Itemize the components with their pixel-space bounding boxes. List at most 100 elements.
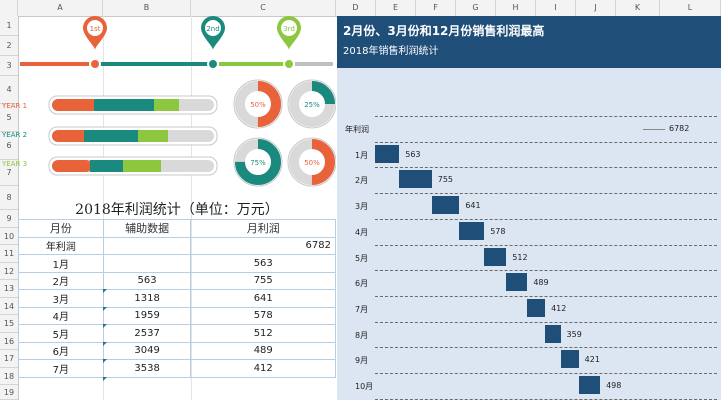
column-header-f[interactable]: F <box>416 0 456 16</box>
select-all-corner[interactable] <box>0 0 18 16</box>
header-month[interactable]: 月份 <box>18 219 104 238</box>
profit-table[interactable]: 月份 辅助数据 月利润 年利润 6782 1月 563 2月 563 755 3… <box>18 219 336 378</box>
cell-aux[interactable]: 1959 <box>102 306 192 325</box>
cell-month[interactable]: 7月 <box>18 359 104 378</box>
column-header-l[interactable]: L <box>660 0 721 16</box>
chart-subtitle: 2018年销售利润统计 <box>343 46 439 57</box>
grid-line <box>375 373 717 374</box>
cell-aux[interactable] <box>102 254 192 273</box>
column-header-d[interactable]: D <box>336 0 376 16</box>
total-aux[interactable] <box>102 236 192 255</box>
cell-profit[interactable]: 512 <box>190 324 336 343</box>
year-1-bar <box>48 95 218 115</box>
cell-profit[interactable]: 755 <box>190 271 336 290</box>
grid-line <box>375 193 717 195</box>
cell-profit[interactable]: 563 <box>190 254 336 273</box>
cell-aux[interactable]: 1318 <box>102 289 192 308</box>
data-label: 359 <box>566 329 582 339</box>
column-header-e[interactable]: E <box>376 0 416 16</box>
year-2-label: YEAR 2 <box>2 131 28 139</box>
row-header-7[interactable]: 7 <box>0 160 18 186</box>
row-header-9[interactable]: 9 <box>0 210 18 228</box>
total-value[interactable]: 6782 <box>190 236 336 255</box>
row-header-15[interactable]: 15 <box>0 315 18 333</box>
table-row-total: 年利润 6782 <box>18 236 336 255</box>
row-header-14[interactable]: 14 <box>0 298 18 315</box>
row-header-11[interactable]: 11 <box>0 245 18 263</box>
cell-month[interactable]: 1月 <box>18 254 104 273</box>
grid-line <box>375 270 717 272</box>
row-header-13[interactable]: 13 <box>0 280 18 298</box>
bar-9[interactable] <box>560 350 579 369</box>
row-header-5[interactable]: 5 <box>0 104 18 132</box>
cell-profit[interactable]: 412 <box>190 359 336 378</box>
row-header-6[interactable]: 6 <box>0 132 18 160</box>
pin-1-icon: 1st <box>83 16 107 70</box>
row-header-1[interactable]: 1 <box>0 16 18 36</box>
cell-aux[interactable]: 2537 <box>102 324 192 343</box>
column-header-g[interactable]: G <box>456 0 496 16</box>
donut-2: 25% <box>287 79 336 129</box>
y-label: 8月 <box>355 330 369 340</box>
row-header-19[interactable]: 19 <box>0 385 18 400</box>
column-header-h[interactable]: H <box>496 0 536 16</box>
cell-profit[interactable]: 489 <box>190 341 336 360</box>
bar-6[interactable] <box>506 273 528 292</box>
table-row: 4月 1959 578 <box>18 306 336 325</box>
bar-3[interactable] <box>431 196 460 215</box>
bar-7[interactable] <box>527 298 546 317</box>
pin-2-icon: 2nd <box>201 16 225 70</box>
pin-3-icon: 3rd <box>277 16 301 70</box>
year-3-label: YEAR 3 <box>2 160 28 168</box>
column-header-b[interactable]: B <box>103 0 191 16</box>
cell-profit[interactable]: 578 <box>190 306 336 325</box>
data-label: 412 <box>551 303 567 313</box>
column-header-c[interactable]: C <box>191 0 336 16</box>
pin-2-label: 2nd <box>206 25 219 33</box>
data-label: 421 <box>584 355 600 365</box>
cell-month[interactable]: 3月 <box>18 289 104 308</box>
bar-4[interactable] <box>459 221 485 240</box>
row-header-2[interactable]: 2 <box>0 36 18 56</box>
data-label: 512 <box>512 252 528 262</box>
column-header-i[interactable]: I <box>536 0 576 16</box>
column-header-j[interactable]: J <box>576 0 616 16</box>
year-progress-bars <box>48 95 218 176</box>
cell-aux[interactable]: 563 <box>102 271 192 290</box>
cell-grid[interactable] <box>18 16 336 400</box>
cell-aux[interactable]: 3049 <box>102 341 192 360</box>
header-aux[interactable]: 辅助数据 <box>102 219 192 238</box>
donut-label: 50% <box>304 159 320 167</box>
bar-2[interactable] <box>399 170 432 189</box>
cell-month[interactable]: 5月 <box>18 324 104 343</box>
grid-line <box>375 321 717 323</box>
row-header-3[interactable]: 3 <box>0 56 18 76</box>
bar-5[interactable] <box>484 247 507 266</box>
cell-error-indicator <box>103 289 107 293</box>
bar-8[interactable] <box>545 324 561 343</box>
column-header-bar: A B C D E F G H I J K L <box>0 0 721 17</box>
column-header-k[interactable]: K <box>616 0 660 16</box>
grid-line <box>191 16 192 400</box>
header-profit[interactable]: 月利润 <box>190 219 336 238</box>
waterfall-chart[interactable]: 2月份、3月份和12月份销售利润最高 2018年销售利润统计 年利润 6782 1月… <box>337 16 721 400</box>
cell-month[interactable]: 6月 <box>18 341 104 360</box>
cell-profit[interactable]: 641 <box>190 289 336 308</box>
row-header-18[interactable]: 18 <box>0 368 18 385</box>
row-header-17[interactable]: 17 <box>0 350 18 368</box>
row-header-8[interactable]: 8 <box>0 186 18 210</box>
column-header-a[interactable]: A <box>18 0 103 16</box>
total-label[interactable]: 年利润 <box>18 236 104 255</box>
data-label-total: 6782 <box>669 124 690 133</box>
table-row: 5月 2537 512 <box>18 324 336 343</box>
row-header-16[interactable]: 16 <box>0 333 18 350</box>
bar-10[interactable] <box>578 376 601 394</box>
row-header-12[interactable]: 12 <box>0 263 18 280</box>
cell-month[interactable]: 4月 <box>18 306 104 325</box>
cell-aux[interactable]: 3538 <box>102 359 192 378</box>
cell-month[interactable]: 2月 <box>18 271 104 290</box>
grid-line <box>375 218 717 220</box>
row-header-10[interactable]: 10 <box>0 228 18 245</box>
bar-1[interactable] <box>375 144 400 163</box>
row-header-4[interactable]: 4 <box>0 76 18 104</box>
